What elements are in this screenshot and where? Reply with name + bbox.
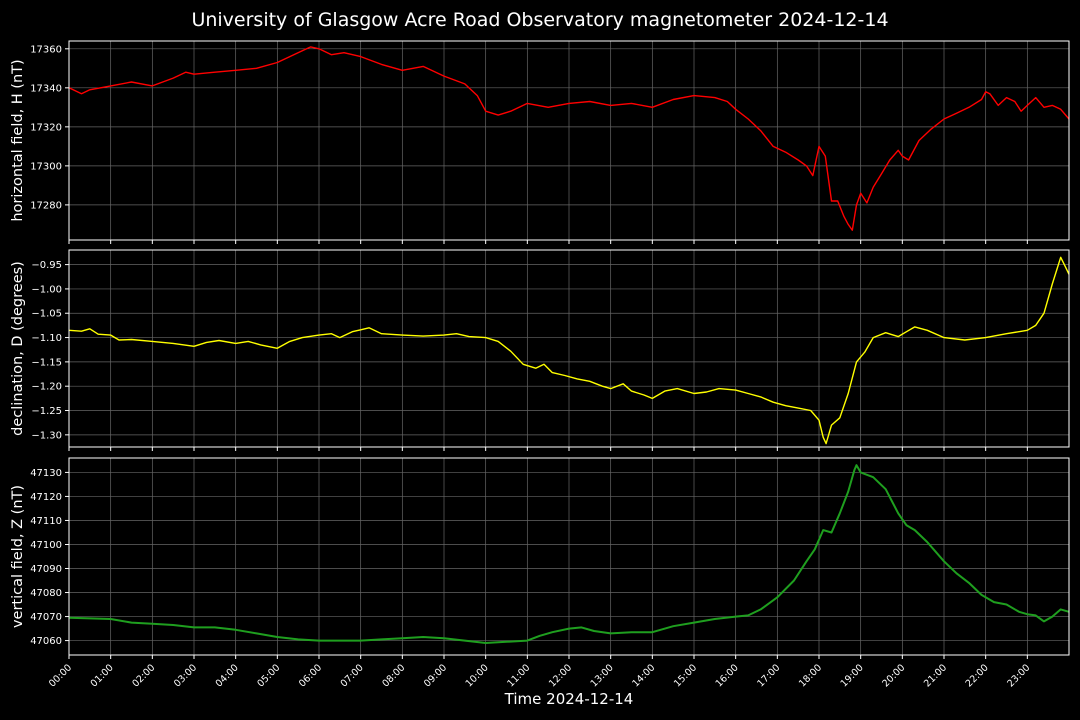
y-axis-label: horizontal field, H (nT) (10, 59, 26, 221)
x-tick-label: 06:00 (297, 662, 324, 689)
x-tick-label: 21:00 (922, 662, 949, 689)
panel-frame (68, 457, 1070, 656)
x-tick-label: 20:00 (880, 662, 907, 689)
y-tick-label: 47090 (30, 564, 62, 575)
y-axis-label: declination, D (degrees) (10, 261, 26, 436)
x-tick-label: 15:00 (672, 662, 699, 689)
x-tick-label: 22:00 (964, 662, 991, 689)
y-tick-label: −1.00 (31, 284, 62, 295)
y-tick-label: 17340 (30, 83, 62, 94)
y-tick-label: 47080 (30, 588, 62, 599)
y-tick-label: 47060 (30, 636, 62, 647)
panel-frame (68, 249, 1070, 448)
x-tick-label: 10:00 (464, 662, 491, 689)
y-tick-label: 47070 (30, 612, 62, 623)
y-tick-label: 17280 (30, 200, 62, 211)
series-line-horizontal (68, 46, 1070, 231)
y-tick-label: −1.05 (31, 309, 62, 320)
x-tick-label: 08:00 (380, 662, 407, 689)
y-tick-label: 17360 (30, 44, 62, 55)
x-tick-label: 14:00 (630, 662, 657, 689)
x-tick-label: 07:00 (339, 662, 366, 689)
y-tick-label: 47120 (30, 492, 62, 503)
panel-horizontal: 17280 17300 17320 17340 17360 horizontal fiel… (10, 40, 1070, 244)
y-tick-label: 47110 (30, 516, 62, 527)
series-line-declination (68, 256, 1070, 445)
y-tick-label: −1.30 (31, 430, 62, 441)
x-tick-label: 17:00 (755, 662, 782, 689)
x-tick-label: 04:00 (214, 662, 241, 689)
y-tick-label: −0.95 (31, 260, 62, 271)
x-tick-label: 03:00 (172, 662, 199, 689)
y-tick-label: 17320 (30, 122, 62, 133)
x-tick-label: 00:00 (47, 662, 74, 689)
x-tick-label: 16:00 (714, 662, 741, 689)
x-tick-label: 13:00 (589, 662, 616, 689)
y-tick-label: 17300 (30, 161, 62, 172)
x-tick-label: 18:00 (797, 662, 824, 689)
chart-title: University of Glasgow Acre Road Observat… (191, 9, 889, 31)
y-tick-label: −1.20 (31, 382, 62, 393)
x-tick-label: 01:00 (89, 662, 116, 689)
x-tick-label: 23:00 (1005, 662, 1032, 689)
x-tick-label: 09:00 (422, 662, 449, 689)
y-tick-label: −1.15 (31, 357, 62, 368)
y-tick-label: 47100 (30, 540, 62, 551)
x-tick-label: 11:00 (505, 662, 532, 689)
panel-frame (68, 40, 1070, 241)
x-tick-label: 05:00 (255, 662, 282, 689)
series-line-vertical (68, 464, 1070, 644)
panel-vertical: 00:00 01:00 02:00 03:00 04:00 05:00 06:00 07:00… (10, 457, 1070, 689)
y-tick-label: −1.25 (31, 406, 62, 417)
y-axis-label: vertical field, Z (nT) (10, 485, 26, 628)
y-tick-label: −1.10 (31, 333, 62, 344)
x-tick-label: 02:00 (130, 662, 157, 689)
panel-declination: −1.30 −1.25 −1.20 −1.15 −1.10 −1.05 −1.00 −0.95… (10, 249, 1070, 451)
x-axis-label: Time 2024-12-14 (504, 690, 634, 708)
x-tick-label: 19:00 (839, 662, 866, 689)
x-tick-label: 12:00 (547, 662, 574, 689)
y-tick-label: 47130 (30, 468, 62, 479)
